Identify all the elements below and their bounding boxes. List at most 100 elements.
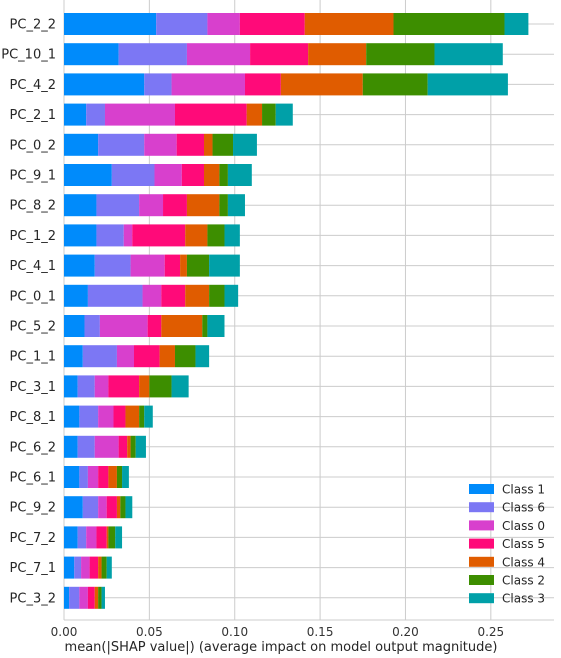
bar-segment (207, 315, 225, 337)
bar-segment (87, 466, 99, 488)
category-labels: PC_2_2 PC_10_1 PC_4_2 PC_2_1 PC_0_2 PC_9_1 PC_… (1, 18, 56, 607)
bar-segment (101, 586, 105, 609)
bar-segment (156, 13, 208, 35)
bar-segment (64, 586, 70, 609)
bar-segment (118, 43, 187, 66)
bar-segment (64, 526, 78, 549)
legend-swatch (469, 538, 494, 549)
bar-segment (393, 13, 505, 35)
bar-segment (111, 164, 155, 186)
bar-segment (79, 586, 88, 609)
bar-segment (366, 43, 435, 66)
category-label: PC_7_2 (10, 531, 56, 546)
bar-segment (64, 164, 112, 186)
bar-segment (94, 435, 119, 458)
category-label: PC_1_1 (10, 350, 56, 365)
bar-segment (209, 284, 225, 307)
bar-segment (308, 43, 367, 66)
bar-segment (82, 496, 99, 519)
bar-segment (101, 556, 107, 579)
category-label: PC_4_1 (10, 259, 56, 274)
bar-segment (304, 13, 394, 35)
bar-segment (181, 164, 204, 186)
bar-segment (98, 586, 102, 609)
category-label: PC_6_2 (10, 440, 56, 455)
bar-segment (87, 586, 95, 609)
bar-segment (176, 133, 204, 156)
legend-entry-label: Class 0 (502, 519, 545, 533)
bar-segment (180, 254, 187, 277)
bar-segment (113, 405, 126, 428)
legend-swatch (469, 575, 494, 585)
bar-segment (64, 43, 119, 66)
x-tick-label: 0.15 (307, 625, 334, 639)
legend-entry-label: Class 2 (502, 574, 545, 588)
legend-entry-label: Class 3 (502, 592, 545, 606)
legend-entry-label: Class 5 (502, 537, 545, 551)
bar-segment (159, 345, 175, 368)
legend-swatch (469, 520, 494, 531)
bar-segment (84, 315, 100, 337)
bar-segment (130, 254, 165, 277)
bar-segment (427, 73, 508, 96)
bar-segment (144, 405, 153, 428)
bar-segment (64, 13, 157, 35)
bar-segment (207, 13, 240, 35)
category-label: PC_2_2 (10, 18, 56, 33)
bar-segment (163, 194, 187, 217)
bar-segment (64, 73, 145, 96)
bar-segment (209, 254, 240, 277)
legend-swatch (469, 556, 494, 567)
legend: Class 1 Class 6 Class 0 Class 5 Class 4 Class… (469, 483, 545, 606)
bar-segment (64, 315, 85, 337)
category-label: PC_4_2 (10, 78, 56, 93)
bar-segment (64, 224, 97, 247)
bar-segment (69, 586, 80, 609)
bar-segment (362, 73, 428, 96)
bar-segment (134, 345, 160, 368)
legend-swatch (469, 484, 494, 494)
x-tick-label: 0.00 (51, 625, 78, 639)
bar-segment (171, 73, 245, 96)
bar-segment (64, 556, 75, 579)
bar-segment (79, 405, 99, 428)
bar-segment (227, 194, 245, 217)
legend-entry-label: Class 1 (502, 483, 545, 497)
bar-segment (98, 405, 114, 428)
bar-segment (280, 73, 363, 96)
bar-segment (171, 375, 189, 398)
bar-segment (120, 496, 126, 519)
bar-segment (94, 375, 109, 398)
category-label: PC_8_2 (10, 199, 56, 214)
bar-segment (227, 164, 252, 186)
category-label: PC_5_2 (10, 320, 56, 335)
bar-segment (139, 194, 164, 217)
bar-segment (207, 224, 225, 247)
bar-segment (82, 345, 117, 368)
bar-segment (262, 103, 276, 126)
legend-swatch (469, 502, 494, 513)
bar-segment (86, 526, 97, 549)
bar-segment (434, 43, 503, 66)
bar-segment (186, 194, 220, 217)
bar-segment (185, 224, 208, 247)
bar-segment (77, 435, 95, 458)
bar-segment (81, 556, 90, 579)
bar-segment (64, 103, 87, 126)
bar-segment (250, 43, 309, 66)
bar-segment (89, 556, 99, 579)
bar-segment (64, 345, 83, 368)
legend-entry-label: Class 6 (502, 501, 545, 515)
bar-segment (77, 375, 95, 398)
bar-segment (96, 526, 107, 549)
bar-segment (74, 556, 82, 579)
bar-segment (87, 284, 143, 307)
category-label: PC_9_1 (10, 169, 56, 184)
bar-segment (115, 526, 123, 549)
bar-segment (116, 496, 121, 519)
bar-segment (64, 435, 78, 458)
bar-segment (125, 405, 140, 428)
bar-segment (106, 556, 112, 579)
bar-segment (144, 73, 172, 96)
bar-segment (127, 435, 131, 458)
